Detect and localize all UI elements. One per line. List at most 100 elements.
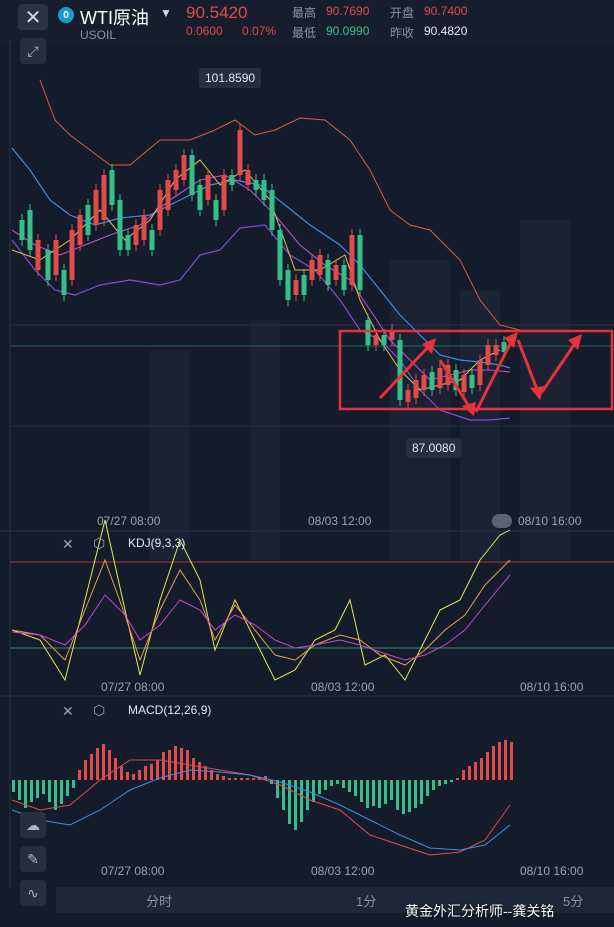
macd-bar bbox=[504, 740, 507, 780]
candle-body bbox=[205, 175, 211, 200]
candle-body bbox=[165, 180, 171, 210]
prev-close-label: 昨收 bbox=[390, 26, 415, 40]
kdj-x-tick-1: 07/27 08:00 bbox=[101, 680, 165, 694]
macd-bar bbox=[108, 750, 111, 780]
macd-histogram bbox=[12, 740, 513, 830]
candle-body bbox=[349, 235, 355, 285]
candle-body bbox=[109, 170, 115, 205]
expand-icon[interactable]: ⤢ bbox=[20, 38, 46, 64]
high-value: 90.7690 bbox=[326, 4, 370, 18]
tab-timeshare[interactable]: 分时 bbox=[146, 894, 173, 909]
macd-bar bbox=[84, 760, 87, 780]
candle-body bbox=[189, 155, 195, 195]
chevron-down-icon[interactable]: ▼ bbox=[160, 6, 172, 20]
candle-body bbox=[309, 260, 315, 280]
macd-bar bbox=[240, 778, 243, 780]
candle-body bbox=[253, 180, 259, 190]
macd-bar bbox=[438, 780, 441, 786]
candle-body bbox=[413, 380, 419, 398]
macd-bar bbox=[42, 780, 45, 794]
candle-body bbox=[149, 230, 155, 250]
candle-body bbox=[381, 335, 387, 345]
macd-bar bbox=[90, 754, 93, 780]
candle-body bbox=[229, 175, 235, 185]
macd-bar bbox=[318, 780, 321, 794]
macd-bar bbox=[324, 780, 327, 790]
macd-bar bbox=[192, 758, 195, 780]
main-x-tick-1: 07/27 08:00 bbox=[97, 514, 161, 528]
macd-bar bbox=[102, 744, 105, 780]
macd-bar bbox=[498, 742, 501, 780]
indicator-icon[interactable]: ∿ bbox=[20, 880, 46, 906]
macd-dea-line bbox=[11, 769, 511, 851]
macd-bar bbox=[30, 780, 33, 802]
macd-bar bbox=[72, 780, 75, 788]
macd-close-icon[interactable]: ✕ bbox=[62, 703, 74, 719]
candle-body bbox=[325, 260, 331, 285]
kdj-d-line bbox=[11, 574, 511, 661]
draw-icon[interactable]: ☁ bbox=[20, 812, 46, 838]
candle-body bbox=[101, 175, 107, 220]
pen-icon[interactable]: ✎ bbox=[20, 846, 46, 872]
macd-bar bbox=[66, 780, 69, 796]
macd-bar bbox=[372, 780, 375, 806]
macd-bar bbox=[444, 780, 447, 784]
prev-close-value: 90.4820 bbox=[424, 24, 468, 38]
open-value: 90.7400 bbox=[424, 4, 468, 18]
candle-body bbox=[85, 205, 91, 235]
macd-bar bbox=[300, 780, 303, 822]
macd-bar bbox=[258, 778, 261, 780]
macd-bar bbox=[426, 780, 429, 796]
candle-body bbox=[389, 330, 395, 340]
macd-bar bbox=[378, 780, 381, 808]
candle-body bbox=[221, 175, 227, 210]
candle-body bbox=[35, 240, 41, 270]
macd-dif-line bbox=[11, 759, 511, 856]
candle-body bbox=[141, 215, 147, 240]
chart-canvas[interactable] bbox=[0, 40, 614, 927]
macd-title: MACD(12,26,9) bbox=[128, 703, 212, 717]
macd-bar bbox=[132, 774, 135, 780]
timeframe-tabs bbox=[56, 887, 614, 913]
candle-body bbox=[501, 342, 507, 352]
macd-bar bbox=[354, 780, 357, 796]
candle-body bbox=[469, 375, 475, 388]
macd-bar bbox=[294, 780, 297, 830]
macd-settings-icon[interactable]: ⬡ bbox=[93, 702, 106, 718]
candle-body bbox=[405, 390, 411, 402]
tab-5min[interactable]: 5分 bbox=[563, 894, 584, 909]
symbol-name[interactable]: WTI原油 bbox=[80, 8, 149, 28]
macd-bar bbox=[282, 780, 285, 810]
macd-bar bbox=[12, 780, 15, 792]
candle-body bbox=[133, 225, 139, 245]
kdj-settings-icon[interactable]: ⬡ bbox=[93, 535, 106, 551]
candle-body bbox=[285, 270, 291, 300]
last-price: 90.5420 bbox=[186, 3, 248, 22]
macd-bar bbox=[162, 752, 165, 780]
candle-body bbox=[27, 210, 33, 250]
candle-body bbox=[293, 280, 299, 295]
macd-bar bbox=[510, 742, 513, 780]
macd-bar bbox=[156, 760, 159, 780]
macd-bar bbox=[396, 780, 399, 810]
link-icon[interactable] bbox=[492, 514, 512, 528]
candle-body bbox=[45, 250, 51, 280]
low-label: 最低 bbox=[292, 26, 317, 40]
candle-body bbox=[117, 200, 123, 250]
macd-bar bbox=[390, 780, 393, 800]
macd-bar bbox=[252, 778, 255, 780]
kdj-close-icon[interactable]: ✕ bbox=[62, 536, 74, 552]
min-price-label: 87.0080 bbox=[406, 438, 462, 458]
macd-bar bbox=[474, 762, 477, 780]
macd-bar bbox=[138, 770, 141, 780]
candle-body bbox=[93, 190, 99, 225]
close-button[interactable]: ✕ bbox=[18, 4, 48, 30]
macd-x-tick-1: 07/27 08:00 bbox=[101, 864, 165, 878]
kdj-k-line bbox=[11, 558, 511, 666]
kdj-x-tick-3: 08/10 16:00 bbox=[520, 680, 584, 694]
candle-body bbox=[437, 368, 443, 388]
price-change: 0.0600 bbox=[186, 24, 223, 38]
kdj-j-line bbox=[11, 519, 511, 682]
tab-1min[interactable]: 1分 bbox=[356, 894, 377, 909]
macd-bar bbox=[366, 780, 369, 808]
